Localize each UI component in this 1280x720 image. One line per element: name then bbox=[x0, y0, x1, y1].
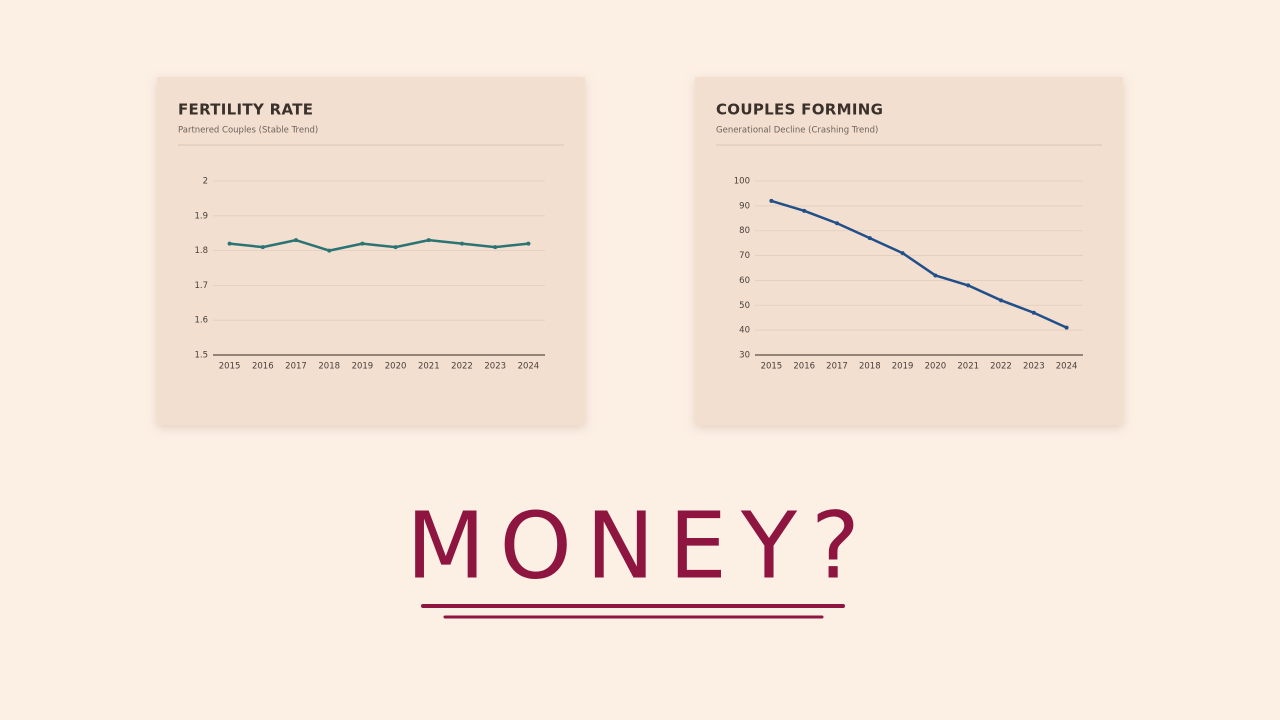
x-tick-label: 2022 bbox=[990, 362, 1012, 372]
data-point bbox=[1064, 325, 1069, 330]
x-tick-label: 2017 bbox=[826, 362, 848, 372]
y-tick-label: 1.6 bbox=[194, 316, 208, 326]
data-point bbox=[360, 241, 365, 246]
x-tick-label: 2021 bbox=[418, 362, 440, 372]
chart-card: FERTILITY RATE Partnered Couples (Stable … bbox=[157, 77, 585, 425]
x-tick-label: 2016 bbox=[252, 362, 274, 372]
x-tick-label: 2016 bbox=[793, 362, 815, 372]
y-tick-label: 1.7 bbox=[194, 281, 208, 291]
data-point bbox=[426, 238, 431, 243]
data-point bbox=[327, 248, 332, 253]
y-tick-label: 70 bbox=[739, 251, 750, 261]
data-point bbox=[769, 198, 774, 203]
x-tick-label: 2019 bbox=[352, 362, 374, 372]
data-point bbox=[999, 298, 1003, 303]
y-tick-label: 1.5 bbox=[194, 351, 208, 361]
data-point bbox=[900, 251, 905, 256]
x-tick-label: 2020 bbox=[925, 362, 947, 372]
data-line bbox=[229, 238, 529, 252]
x-tick-label: 2019 bbox=[892, 362, 914, 372]
y-tick-label: 2 bbox=[203, 177, 208, 187]
x-tick-label: 2024 bbox=[1056, 362, 1078, 372]
chart-title: FERTILITY RATE bbox=[178, 101, 313, 119]
x-tick-label: 2018 bbox=[859, 362, 881, 372]
x-tick-label: 2021 bbox=[957, 362, 979, 372]
data-point bbox=[460, 241, 464, 246]
data-point bbox=[933, 273, 938, 278]
y-tick-label: 60 bbox=[739, 276, 750, 286]
x-tick-label: 2018 bbox=[318, 362, 340, 372]
chart-title: COUPLES FORMING bbox=[716, 101, 883, 119]
chart-subtitle: Generational Decline (Crashing Trend) bbox=[716, 126, 878, 136]
data-point bbox=[493, 245, 498, 250]
x-tick-label: 2017 bbox=[285, 362, 307, 372]
data-line bbox=[771, 199, 1068, 329]
y-tick-label: 1.9 bbox=[194, 211, 208, 221]
data-point bbox=[294, 238, 298, 243]
chart-card: COUPLES FORMING Generational Decline (Cra… bbox=[695, 77, 1123, 425]
y-tick-label: 30 bbox=[739, 351, 750, 361]
y-tick-label: 90 bbox=[739, 201, 750, 211]
data-point bbox=[393, 245, 398, 250]
y-tick-label: 50 bbox=[739, 301, 750, 311]
data-point bbox=[835, 221, 839, 226]
x-tick-label: 2015 bbox=[761, 362, 783, 372]
x-tick-label: 2024 bbox=[518, 362, 540, 372]
data-point bbox=[802, 208, 807, 213]
x-tick-label: 2022 bbox=[451, 362, 473, 372]
data-point bbox=[966, 283, 971, 288]
data-point bbox=[1031, 310, 1036, 315]
x-tick-label: 2020 bbox=[385, 362, 407, 372]
x-tick-label: 2015 bbox=[219, 362, 241, 372]
y-tick-label: 100 bbox=[734, 177, 750, 187]
card-background bbox=[695, 77, 1123, 425]
data-point bbox=[260, 245, 265, 250]
data-point bbox=[227, 241, 232, 246]
headline: MONEY? bbox=[406, 492, 874, 599]
y-tick-label: 1.8 bbox=[194, 246, 208, 256]
data-point bbox=[867, 236, 872, 241]
x-tick-label: 2023 bbox=[484, 362, 506, 372]
y-tick-label: 40 bbox=[739, 326, 750, 336]
y-tick-label: 80 bbox=[739, 226, 750, 236]
x-tick-label: 2023 bbox=[1023, 362, 1045, 372]
data-point bbox=[526, 241, 531, 246]
chart-subtitle: Partnered Couples (Stable Trend) bbox=[178, 126, 318, 136]
